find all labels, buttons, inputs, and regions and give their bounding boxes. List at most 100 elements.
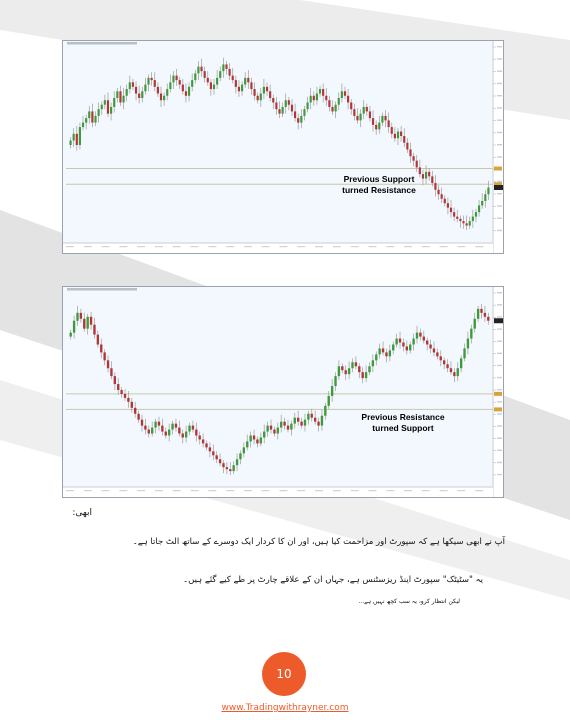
candle	[312, 91, 315, 106]
candle	[106, 355, 110, 373]
candle	[364, 365, 368, 383]
candle	[252, 429, 256, 445]
candle	[317, 417, 320, 432]
candle	[253, 82, 256, 101]
candle	[300, 109, 303, 129]
candle	[334, 372, 337, 391]
candle	[81, 115, 85, 131]
candle	[309, 87, 312, 110]
candle	[476, 305, 480, 322]
candle	[384, 110, 387, 128]
candle	[378, 343, 381, 359]
candle	[100, 101, 103, 115]
candle	[266, 421, 269, 437]
candle	[246, 434, 249, 451]
price-axis	[493, 41, 503, 253]
candle	[234, 75, 237, 94]
candle	[113, 91, 116, 113]
candle	[181, 429, 184, 444]
candle	[69, 329, 72, 340]
candle	[480, 303, 483, 319]
candle	[205, 440, 208, 451]
summary-line-2: یہ "سٹیٹک" سپورٹ اینڈ ریزسٹنس ہے، جہاں ا…	[183, 575, 483, 585]
candle	[315, 86, 319, 105]
candle	[320, 409, 324, 431]
candle	[83, 312, 86, 332]
candle	[343, 86, 347, 100]
candle	[439, 350, 442, 367]
website-link[interactable]: www.Tradingwithrayner.com	[221, 703, 349, 713]
candle	[131, 78, 135, 91]
candle	[181, 78, 184, 95]
candle	[368, 105, 372, 122]
candle	[287, 96, 290, 111]
candle	[334, 101, 337, 119]
candle	[368, 362, 371, 376]
candle	[459, 215, 462, 228]
candle	[76, 305, 79, 326]
candle	[275, 96, 278, 115]
candle	[276, 422, 279, 440]
candle	[198, 431, 201, 445]
candle	[353, 103, 356, 121]
candle	[337, 360, 341, 381]
candle	[72, 128, 75, 148]
candle	[471, 209, 474, 228]
candle	[340, 83, 343, 103]
candle	[150, 72, 153, 86]
candle	[188, 422, 191, 436]
candle	[206, 71, 209, 86]
candle	[195, 422, 198, 442]
candle	[440, 187, 443, 204]
candle	[473, 312, 476, 333]
candle	[418, 159, 421, 178]
candle	[240, 81, 244, 96]
candle	[265, 82, 269, 96]
candle	[487, 312, 490, 325]
candle	[443, 195, 446, 207]
candle	[462, 215, 465, 229]
candle	[456, 362, 459, 382]
candle	[412, 152, 415, 167]
chart-annotation: turned Support	[372, 423, 434, 433]
candle	[331, 100, 334, 115]
chart-support-turned-resistance: Previous Support turned Resistance	[62, 40, 504, 254]
candle	[79, 308, 83, 323]
candle	[259, 87, 262, 107]
candle	[141, 86, 144, 103]
candle	[434, 175, 437, 197]
candle	[178, 420, 181, 437]
candle	[250, 77, 253, 95]
candle	[278, 101, 281, 119]
candle	[256, 436, 259, 448]
candle	[171, 420, 174, 435]
candle	[429, 339, 432, 354]
candle	[474, 208, 478, 223]
candle	[325, 87, 328, 106]
candle	[172, 71, 175, 90]
candle	[215, 451, 218, 464]
candle	[344, 365, 347, 381]
candle	[222, 460, 225, 474]
candle	[390, 122, 393, 139]
candle	[174, 418, 178, 432]
candle	[110, 102, 113, 121]
section-heading: ابھی:	[72, 508, 92, 518]
candle	[381, 112, 384, 126]
candle	[219, 66, 222, 82]
candle	[166, 83, 169, 101]
candle	[201, 433, 205, 448]
candle	[203, 66, 206, 83]
candle	[117, 378, 120, 395]
candle	[465, 215, 468, 231]
candle	[449, 199, 453, 218]
candle	[209, 78, 212, 96]
candle	[150, 421, 154, 437]
candle	[405, 340, 409, 355]
chart-resistance-turned-support: Previous Resistance turned Support	[62, 286, 504, 498]
candle	[153, 72, 156, 92]
candle	[303, 105, 306, 121]
candle	[293, 412, 296, 429]
candle	[144, 77, 147, 95]
candle	[231, 67, 234, 84]
